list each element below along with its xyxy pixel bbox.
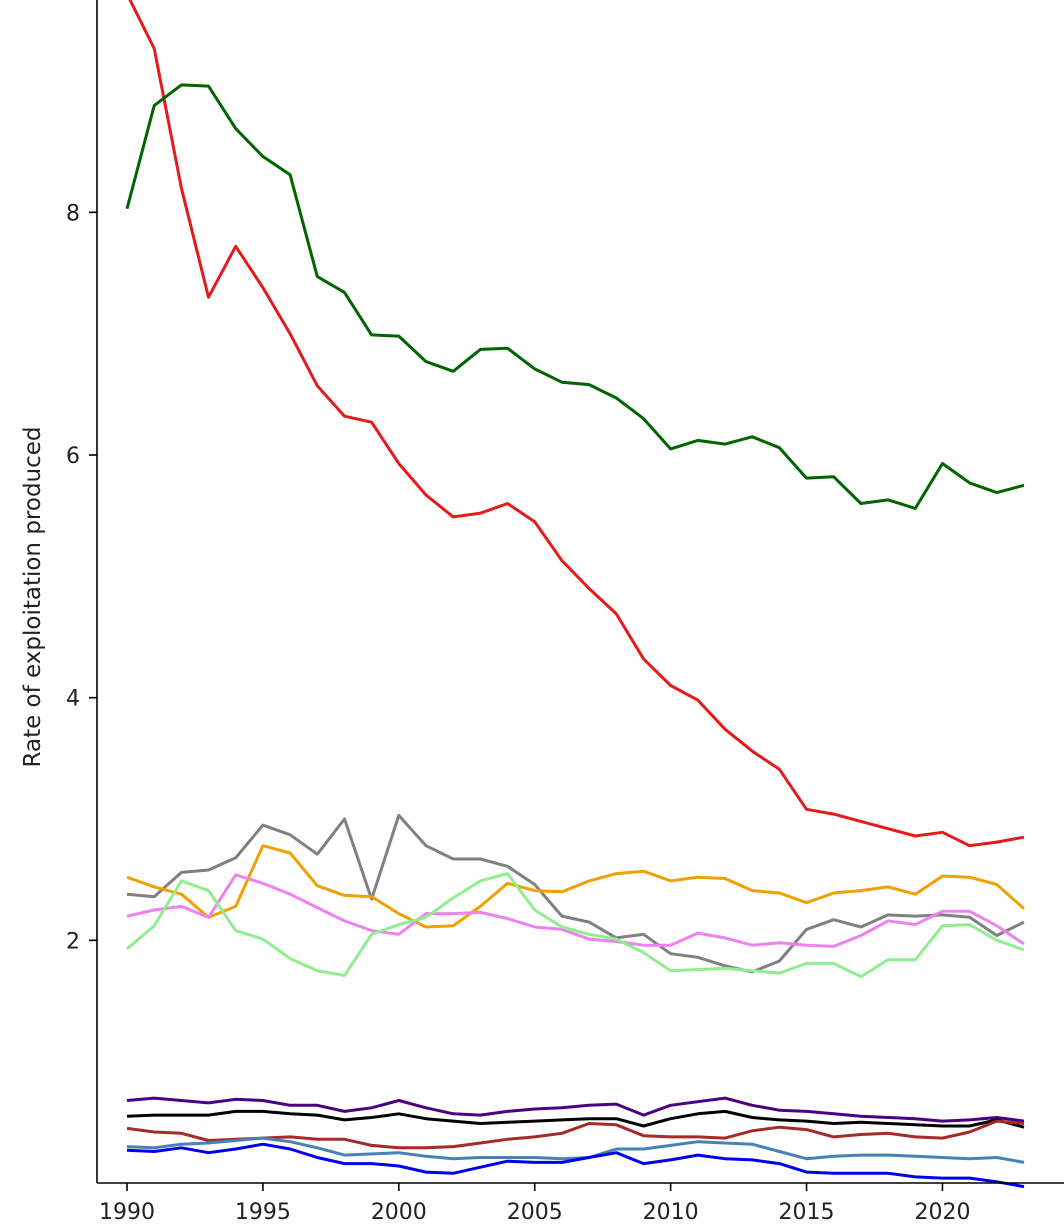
series-line-3 <box>126 813 1025 974</box>
series-line-5 <box>126 873 1025 948</box>
y-tick-label: 2 <box>66 929 80 954</box>
x-tick-label: 2020 <box>914 1200 970 1225</box>
series-line-10 <box>126 1136 1025 1164</box>
x-tick-label: 2015 <box>779 1200 835 1225</box>
series-line-4 <box>126 844 1025 929</box>
plot-area <box>125 0 1025 1189</box>
series-line-1 <box>128 0 1025 848</box>
y-axis-label: Rate of exploitation produced <box>20 426 46 767</box>
x-axis-ticks: 1990 1995 2000 2005 2010 2015 2020 <box>99 1183 970 1225</box>
y-tick-label: 8 <box>66 201 80 226</box>
x-tick-label: 2000 <box>371 1200 427 1225</box>
series-line-9 <box>126 1119 1025 1150</box>
series-line-6 <box>126 872 1025 979</box>
x-tick-label: 2010 <box>643 1200 699 1225</box>
y-tick-label: 4 <box>66 687 80 712</box>
series-line-11 <box>126 1142 1025 1189</box>
series-line-2 <box>125 83 1025 510</box>
series-line-7 <box>126 1096 1025 1123</box>
x-tick-label: 1990 <box>99 1200 155 1225</box>
y-tick-label: 6 <box>66 444 80 469</box>
x-tick-label: 2005 <box>507 1200 563 1225</box>
x-tick-label: 1995 <box>235 1200 291 1225</box>
series-line-8 <box>126 1109 1025 1129</box>
y-axis-ticks: 2 4 6 8 <box>66 201 97 954</box>
